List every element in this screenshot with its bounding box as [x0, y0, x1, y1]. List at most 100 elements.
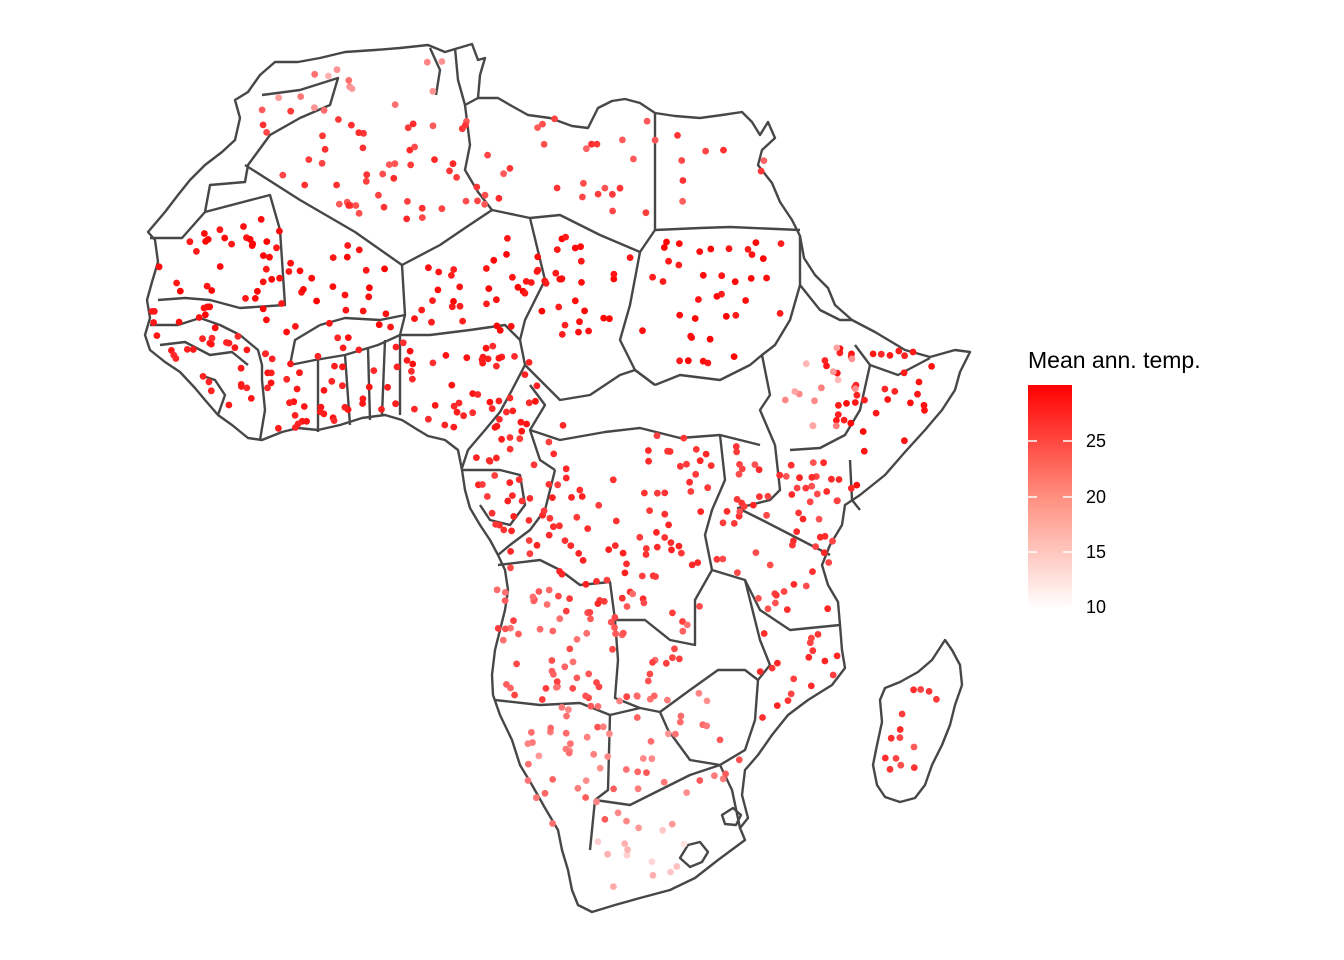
- station-point: [633, 714, 641, 721]
- station-point: [872, 409, 880, 417]
- border-chad-car: [524, 364, 656, 402]
- station-point: [301, 181, 309, 189]
- station-point: [359, 400, 366, 407]
- station-point: [587, 615, 594, 623]
- station-point: [329, 254, 337, 261]
- station-point: [311, 70, 319, 78]
- station-point: [529, 739, 536, 746]
- station-point: [506, 479, 514, 486]
- station-point: [176, 287, 184, 295]
- station-point: [917, 686, 925, 693]
- station-point: [652, 573, 659, 580]
- station-point: [532, 794, 540, 802]
- station-point: [318, 159, 326, 167]
- station-point: [793, 528, 801, 535]
- station-point: [320, 106, 328, 114]
- station-point: [666, 448, 674, 455]
- station-point: [723, 508, 731, 515]
- station-point: [818, 384, 825, 392]
- station-point: [886, 765, 894, 773]
- station-point: [276, 227, 283, 235]
- station-point: [651, 136, 659, 144]
- station-point: [251, 295, 259, 302]
- station-point: [755, 595, 762, 602]
- border-drc-angola: [497, 558, 617, 621]
- station-point: [259, 121, 267, 129]
- station-point: [511, 353, 518, 360]
- station-point: [648, 858, 656, 865]
- station-point: [500, 526, 508, 534]
- station-point: [365, 293, 373, 301]
- station-point: [455, 399, 463, 407]
- station-point: [669, 654, 676, 662]
- station-point: [558, 704, 566, 711]
- station-point: [392, 343, 400, 351]
- station-point: [481, 191, 489, 199]
- station-point: [211, 324, 219, 332]
- station-point: [450, 266, 458, 273]
- station-point: [375, 321, 383, 329]
- station-point: [643, 769, 650, 776]
- station-point: [311, 104, 318, 112]
- station-point: [207, 387, 215, 395]
- station-point: [680, 840, 688, 848]
- station-point: [524, 777, 532, 784]
- station-point: [549, 627, 557, 635]
- station-point: [566, 645, 574, 653]
- station-point: [610, 785, 617, 793]
- station-point: [343, 253, 351, 261]
- station-point: [393, 363, 401, 371]
- station-point: [686, 478, 693, 486]
- station-point: [316, 408, 324, 416]
- station-point: [442, 352, 450, 359]
- station-point: [391, 101, 399, 108]
- station-point: [609, 207, 616, 215]
- station-point: [594, 838, 602, 845]
- station-point: [815, 515, 823, 523]
- station-point: [645, 457, 652, 465]
- border-kenya-somalia: [848, 459, 861, 511]
- station-point: [759, 255, 767, 262]
- border-morocco-algeria: [150, 76, 340, 240]
- border-congo-drc: [497, 469, 557, 556]
- station-point: [593, 140, 601, 148]
- station-point: [541, 789, 549, 797]
- station-point: [365, 383, 373, 391]
- station-point: [661, 489, 669, 497]
- station-point: [808, 634, 815, 642]
- station-point: [635, 824, 642, 832]
- border-algeria-tunisia: [428, 47, 442, 96]
- station-point: [555, 303, 563, 311]
- station-point: [399, 339, 407, 347]
- station-point: [510, 617, 517, 624]
- station-point: [542, 279, 550, 287]
- station-point: [234, 333, 242, 340]
- station-point: [673, 863, 681, 870]
- station-points: [148, 58, 940, 890]
- station-point: [910, 764, 918, 771]
- station-point: [545, 438, 553, 446]
- station-point: [720, 146, 727, 154]
- station-point: [735, 756, 743, 764]
- station-point: [208, 287, 216, 294]
- station-point: [562, 465, 570, 473]
- station-point: [483, 265, 490, 272]
- station-point: [688, 561, 696, 569]
- station-point: [216, 263, 224, 270]
- station-point: [540, 507, 548, 515]
- station-point: [446, 167, 453, 175]
- station-point: [732, 311, 740, 319]
- station-point: [549, 820, 556, 827]
- station-point: [263, 316, 270, 324]
- station-point: [568, 494, 575, 501]
- station-point: [242, 295, 249, 302]
- station-point: [275, 94, 283, 102]
- station-point: [574, 784, 582, 792]
- station-point: [355, 129, 363, 137]
- station-point: [647, 738, 655, 745]
- station-point: [730, 353, 738, 360]
- station-point: [559, 422, 567, 429]
- station-point: [297, 93, 305, 100]
- station-point: [881, 754, 889, 762]
- station-point: [697, 508, 705, 515]
